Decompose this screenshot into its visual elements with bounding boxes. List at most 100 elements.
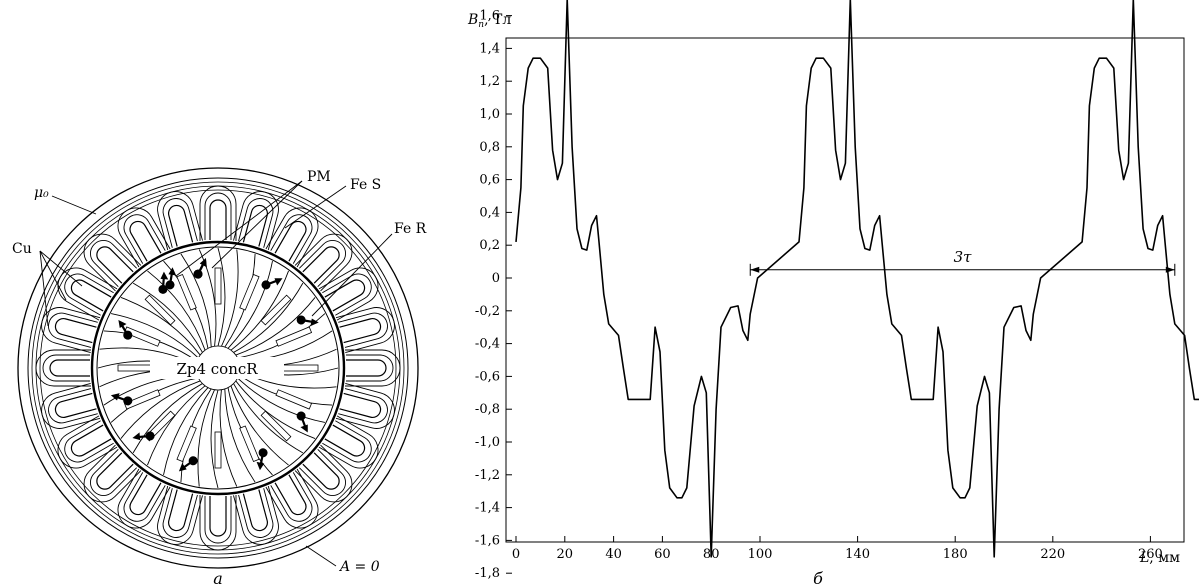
pm-label: PM bbox=[307, 169, 331, 185]
rotor-bar bbox=[275, 389, 313, 410]
rotor-field-line bbox=[180, 253, 212, 348]
stator-field-line bbox=[204, 496, 232, 544]
rotor-line-group bbox=[217, 247, 226, 347]
y-tick-label: -1,2 bbox=[475, 468, 500, 483]
magnet-arrow-head bbox=[132, 432, 141, 441]
cu-leader-1 bbox=[39, 250, 83, 287]
rotor-field-line bbox=[224, 388, 256, 483]
motor-cross-section: Zp4 concR μ₀ Cu PM Fe S Fe R A = 0 а bbox=[12, 167, 427, 588]
magnet-dot bbox=[145, 431, 155, 441]
mu0-leader bbox=[51, 195, 97, 215]
stator-field-line bbox=[162, 488, 198, 538]
slot-outline bbox=[302, 452, 340, 490]
stator-field-line bbox=[338, 312, 388, 348]
rotor-field-line bbox=[227, 260, 273, 349]
rotor-line-group bbox=[233, 383, 304, 454]
rotor-line-group bbox=[235, 297, 316, 356]
rotor-core-segment bbox=[239, 273, 260, 311]
three-tau-dimension bbox=[749, 263, 1176, 276]
rotor-line-group bbox=[233, 282, 304, 353]
boundary-leader bbox=[305, 545, 337, 567]
magnet-arrow-head bbox=[274, 278, 283, 286]
x-tick-label: 0 bbox=[512, 547, 520, 562]
rotor-field-line bbox=[233, 282, 304, 353]
x-tick-label: 140 bbox=[845, 547, 870, 562]
rotor-line-group bbox=[132, 282, 203, 353]
slot-outline bbox=[167, 489, 194, 532]
span-arrow-right bbox=[1165, 266, 1175, 273]
rotor-bar bbox=[144, 294, 176, 326]
rotor-field-line bbox=[120, 380, 201, 439]
stator-field-line bbox=[42, 354, 90, 382]
rotor-core-segment bbox=[260, 410, 292, 442]
rotor-line-group bbox=[110, 313, 199, 359]
rotor-bar bbox=[239, 273, 260, 311]
slot-outline bbox=[129, 220, 162, 262]
stator-field-line bbox=[83, 444, 142, 503]
bn-chart: Bn, Тл 1,6 1,4 1,2 1,0 0,8 0,6 0,4 0,2 0 -0,2 -0,4… bbox=[467, 0, 1199, 588]
rotor-field-line bbox=[237, 377, 326, 423]
permanent-magnet bbox=[296, 411, 308, 433]
rotor-core-segment bbox=[214, 431, 222, 469]
rotor-bar bbox=[176, 425, 197, 463]
stator-slot bbox=[199, 495, 237, 551]
stator-field-line bbox=[270, 214, 313, 264]
rotor-field-line bbox=[120, 297, 201, 356]
rotor-bar bbox=[214, 431, 222, 469]
stator-slot bbox=[265, 468, 319, 529]
stator-slot bbox=[35, 349, 91, 387]
x-tick-label: 260 bbox=[1138, 547, 1163, 562]
stator-field-line bbox=[338, 388, 388, 424]
stator-field-line bbox=[335, 383, 395, 429]
stator-field-line bbox=[238, 488, 274, 538]
y-ticks: 1,6 1,4 1,2 1,0 0,8 0,6 0,4 0,2 0 -0,2 -0,4 -0,6 -0,… bbox=[475, 9, 512, 581]
rotor-bar bbox=[176, 273, 197, 311]
stator-field-line bbox=[322, 420, 372, 463]
leader-lines bbox=[39, 180, 393, 567]
stator-slot bbox=[294, 444, 353, 503]
bn-series-line bbox=[515, 0, 1199, 558]
rotor-field-lines bbox=[97, 247, 339, 489]
rotor-core-segment bbox=[260, 294, 292, 326]
stator-field-line bbox=[265, 468, 319, 529]
rotor-field-line bbox=[110, 313, 199, 359]
y-tick-label: -1,4 bbox=[475, 501, 500, 516]
stator-slot bbox=[41, 307, 101, 353]
y-tick-label: 0,2 bbox=[479, 238, 500, 253]
x-tick-label: 40 bbox=[605, 547, 622, 562]
rotor-core-segment bbox=[117, 364, 155, 372]
slot-outline bbox=[70, 279, 112, 312]
slot-outline bbox=[54, 317, 97, 344]
stator-field-line bbox=[48, 312, 98, 348]
rotor-core-segment bbox=[281, 364, 319, 372]
slot-outline bbox=[324, 424, 366, 457]
y-tick-label: 0,6 bbox=[479, 173, 500, 188]
slot-outline bbox=[324, 279, 366, 312]
rotor-field-line bbox=[132, 383, 203, 454]
stator-field-line bbox=[318, 267, 379, 321]
rotor-line-group bbox=[120, 297, 201, 356]
rotor-field-line bbox=[235, 297, 316, 356]
slot-outline bbox=[129, 474, 162, 516]
stator-field-line bbox=[90, 448, 138, 496]
x-tick-label: 20 bbox=[557, 547, 574, 562]
stator-field-line bbox=[41, 383, 101, 429]
slot-outline bbox=[209, 199, 227, 240]
stator-slot bbox=[318, 267, 379, 321]
magnet-arrow-head bbox=[110, 393, 120, 401]
stator-slot bbox=[57, 415, 118, 469]
stator-field-line bbox=[162, 198, 198, 248]
magnet-arrow-head bbox=[310, 318, 319, 327]
stator-field-line bbox=[233, 191, 279, 251]
magnet-arrow-head bbox=[199, 258, 207, 268]
outer-boundary-circle bbox=[17, 167, 419, 569]
stator-field-line bbox=[41, 307, 101, 353]
fe-r-label: Fe R bbox=[394, 221, 427, 237]
rotor-field-line bbox=[163, 387, 209, 476]
rotor-field-line bbox=[132, 282, 203, 353]
y-tick-label: 0,8 bbox=[479, 140, 500, 155]
rotor-core-segment bbox=[176, 273, 197, 311]
y-tick-label: -0,6 bbox=[475, 369, 500, 384]
stator-slot bbox=[83, 233, 142, 292]
